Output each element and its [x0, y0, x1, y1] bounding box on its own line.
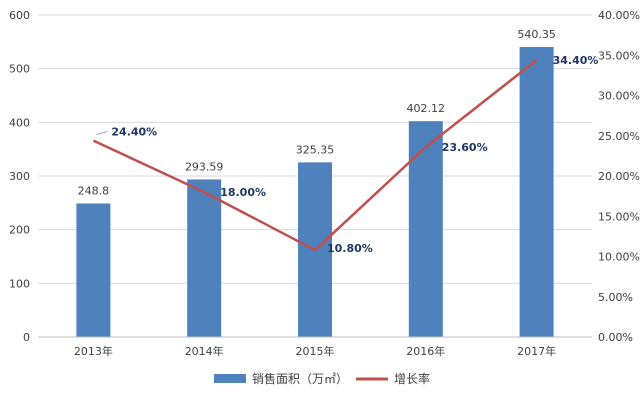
bar: [76, 203, 111, 337]
line-data-label: 24.40%: [111, 126, 157, 139]
line-data-label: 23.60%: [442, 141, 488, 154]
right-tick-label: 25.00%: [598, 130, 640, 143]
bar-data-label: 248.8: [78, 184, 110, 197]
bar-data-label: 325.35: [296, 143, 335, 156]
growth-rate-line: [92, 59, 538, 252]
line-data-label: 10.80%: [327, 242, 373, 255]
x-tick-label: 2017年: [517, 344, 556, 358]
x-tick-label: 2014年: [185, 344, 224, 358]
bar-data-label: 402.12: [407, 102, 446, 115]
x-tick-label: 2015年: [296, 344, 335, 358]
x-tick-label: 2016年: [406, 344, 445, 358]
right-tick-label: 35.00%: [598, 49, 640, 62]
label-leader-line: [96, 131, 108, 136]
left-tick-label: 0: [23, 331, 30, 344]
right-tick-label: 15.00%: [598, 210, 640, 223]
bar-data-label: 293.59: [185, 160, 224, 173]
left-tick-label: 400: [9, 116, 30, 129]
bar: [519, 47, 554, 337]
line-data-label: 18.00%: [220, 186, 266, 199]
bar: [408, 121, 443, 337]
legend: 销售面积（万㎡） 增长率: [214, 371, 430, 386]
bar-series: 248.8 293.59 325.35 402.12 540.35: [76, 28, 556, 337]
left-tick-label: 500: [9, 63, 30, 76]
left-tick-label: 200: [9, 224, 30, 237]
right-y-axis: 0.00% 5.00% 10.00% 15.00% 20.00% 25.00% 30.00%…: [598, 9, 640, 344]
left-tick-label: 600: [9, 9, 30, 22]
right-tick-label: 20.00%: [598, 170, 640, 183]
line-series: 24.40% 18.00% 10.80% 23.60% 34.40%: [92, 54, 599, 255]
right-tick-label: 30.00%: [598, 90, 640, 103]
right-tick-label: 10.00%: [598, 251, 640, 264]
legend-bar-swatch: [214, 374, 246, 383]
line-data-label: 34.40%: [553, 54, 599, 67]
legend-bar-label: 销售面积（万㎡）: [252, 371, 348, 386]
right-tick-label: 0.00%: [598, 331, 633, 344]
right-tick-label: 5.00%: [598, 291, 633, 304]
x-axis: 2013年 2014年 2015年 2016年 2017年: [38, 336, 592, 358]
left-tick-label: 300: [9, 170, 30, 183]
left-y-axis: 0 100 200 300 400 500 600: [9, 9, 30, 344]
bar-data-label: 540.35: [517, 28, 556, 41]
x-tick-label: 2013年: [74, 344, 113, 358]
legend-line-label: 增长率: [394, 371, 430, 386]
bar: [187, 179, 222, 337]
left-tick-label: 100: [9, 277, 30, 290]
right-tick-label: 40.00%: [598, 9, 640, 22]
